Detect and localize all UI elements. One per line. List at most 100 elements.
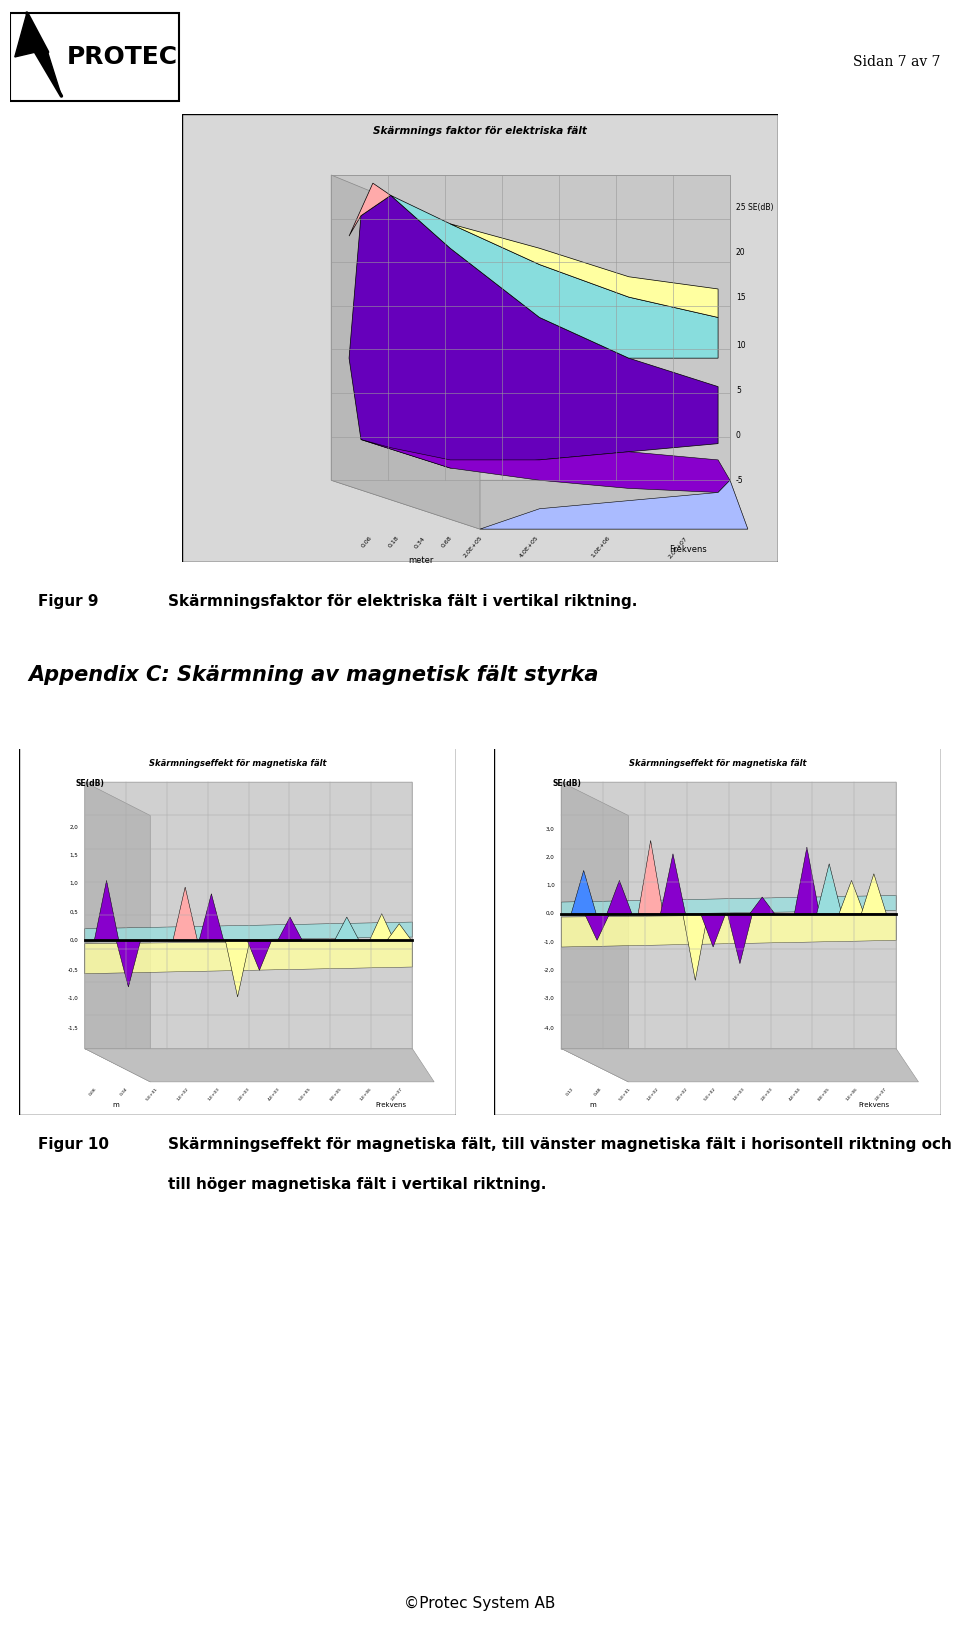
Text: ©Protec System AB: ©Protec System AB <box>404 1595 556 1612</box>
Polygon shape <box>84 941 413 974</box>
Text: 15: 15 <box>736 293 746 301</box>
Polygon shape <box>173 887 198 941</box>
Polygon shape <box>391 195 718 358</box>
Text: PROTEC: PROTEC <box>66 46 178 68</box>
Text: 20: 20 <box>736 247 746 257</box>
Polygon shape <box>450 223 718 317</box>
Text: Frekvens: Frekvens <box>669 545 708 555</box>
Text: Appendix C: Skärmning av magnetisk fält styrka: Appendix C: Skärmning av magnetisk fält … <box>29 664 599 685</box>
Text: 0,5: 0,5 <box>69 910 78 915</box>
Text: 1,0: 1,0 <box>69 881 78 886</box>
Text: 0,48: 0,48 <box>594 1088 603 1097</box>
Text: 0,0: 0,0 <box>546 912 555 917</box>
Text: 0,34: 0,34 <box>414 536 426 549</box>
Text: 1,E+06: 1,E+06 <box>360 1088 373 1102</box>
Polygon shape <box>84 1048 434 1083</box>
Text: 0,0: 0,0 <box>69 938 78 943</box>
Text: SE(dB): SE(dB) <box>552 778 582 788</box>
Polygon shape <box>277 917 302 941</box>
Text: 2,E+03: 2,E+03 <box>760 1088 774 1102</box>
Polygon shape <box>349 182 391 236</box>
Text: Skärmningsfaktor för elektriska fält i vertikal riktning.: Skärmningsfaktor för elektriska fält i v… <box>168 594 637 609</box>
Text: 4,E+04: 4,E+04 <box>789 1088 802 1102</box>
Text: m: m <box>589 1102 596 1109</box>
Text: 2,E+07: 2,E+07 <box>390 1088 403 1102</box>
Text: 0,06: 0,06 <box>360 536 372 549</box>
Text: -0,5: -0,5 <box>67 967 78 974</box>
Text: Skärmningseffekt för magnetiska fält: Skärmningseffekt för magnetiska fält <box>149 759 326 768</box>
Text: -1,0: -1,0 <box>544 939 555 944</box>
Text: 2,E+02: 2,E+02 <box>675 1088 688 1102</box>
Polygon shape <box>226 941 250 996</box>
Polygon shape <box>14 13 48 57</box>
Text: -2,0: -2,0 <box>544 967 555 974</box>
Polygon shape <box>683 913 708 980</box>
Polygon shape <box>370 913 394 941</box>
Text: 10: 10 <box>736 342 746 350</box>
Text: meter: meter <box>408 555 433 565</box>
Text: 1,E+03: 1,E+03 <box>732 1088 745 1102</box>
Text: Frekvens: Frekvens <box>858 1102 889 1109</box>
Text: 5,E+01: 5,E+01 <box>146 1088 159 1102</box>
Polygon shape <box>349 195 718 469</box>
Polygon shape <box>248 941 272 970</box>
Polygon shape <box>728 913 753 964</box>
Text: 0,68: 0,68 <box>441 536 453 549</box>
Text: 1,E+02: 1,E+02 <box>177 1088 189 1102</box>
Text: 4,E+03: 4,E+03 <box>268 1088 281 1102</box>
Text: 4,0E+05: 4,0E+05 <box>518 536 540 558</box>
Polygon shape <box>331 480 748 529</box>
Text: 2,0E+05: 2,0E+05 <box>462 536 483 558</box>
Text: m: m <box>112 1102 119 1109</box>
Text: 0,12: 0,12 <box>565 1088 575 1097</box>
Text: Frekvens: Frekvens <box>375 1102 406 1109</box>
Polygon shape <box>331 176 730 480</box>
Polygon shape <box>794 847 820 913</box>
Text: 25 SE(dB): 25 SE(dB) <box>736 204 774 212</box>
Text: 2,E+03: 2,E+03 <box>237 1088 251 1102</box>
Polygon shape <box>116 941 140 987</box>
Text: Sidan 7 av 7: Sidan 7 av 7 <box>853 55 941 68</box>
Polygon shape <box>84 921 413 943</box>
Text: 1,0: 1,0 <box>546 882 555 887</box>
Text: 5,E+02: 5,E+02 <box>704 1088 717 1102</box>
Polygon shape <box>199 894 224 941</box>
Text: 2,0: 2,0 <box>69 825 78 830</box>
Polygon shape <box>562 895 897 915</box>
Polygon shape <box>607 881 632 913</box>
Text: 1,0E+06: 1,0E+06 <box>590 536 611 558</box>
Text: 2,E+07: 2,E+07 <box>874 1088 887 1102</box>
Text: 8,E+05: 8,E+05 <box>817 1088 830 1102</box>
Polygon shape <box>750 897 775 913</box>
Text: 1,E+06: 1,E+06 <box>846 1088 859 1102</box>
Polygon shape <box>36 52 61 96</box>
Text: 5,E+05: 5,E+05 <box>299 1088 312 1102</box>
Text: Skärmnings faktor för elektriska fält: Skärmnings faktor för elektriska fält <box>373 127 587 137</box>
Polygon shape <box>480 480 748 529</box>
Polygon shape <box>387 923 412 941</box>
Text: Skärmningseffekt för magnetiska fält: Skärmningseffekt för magnetiska fält <box>629 759 806 768</box>
Polygon shape <box>562 913 897 947</box>
Text: 2,0E+07: 2,0E+07 <box>667 536 688 558</box>
Text: 0,34: 0,34 <box>119 1088 129 1097</box>
Polygon shape <box>361 440 730 492</box>
Polygon shape <box>839 881 864 913</box>
Text: 3,0: 3,0 <box>546 827 555 832</box>
Text: 0,06: 0,06 <box>88 1088 98 1097</box>
Text: -1,0: -1,0 <box>67 996 78 1001</box>
Text: Skärmningseffekt för magnetiska fält, till vänster magnetiska fält i horisontell: Skärmningseffekt för magnetiska fält, ti… <box>168 1136 952 1151</box>
Polygon shape <box>335 917 359 941</box>
Text: -3,0: -3,0 <box>544 996 555 1001</box>
Text: 5: 5 <box>736 386 741 396</box>
Polygon shape <box>331 176 480 529</box>
Text: Figur 9: Figur 9 <box>38 594 99 609</box>
Polygon shape <box>817 864 842 913</box>
Polygon shape <box>571 871 596 913</box>
Text: 1,E+03: 1,E+03 <box>206 1088 220 1102</box>
Text: 5,E+01: 5,E+01 <box>618 1088 632 1102</box>
Text: 1,5: 1,5 <box>69 853 78 858</box>
Polygon shape <box>701 913 726 947</box>
Polygon shape <box>638 840 663 913</box>
Polygon shape <box>84 781 413 1048</box>
Polygon shape <box>562 781 629 1083</box>
